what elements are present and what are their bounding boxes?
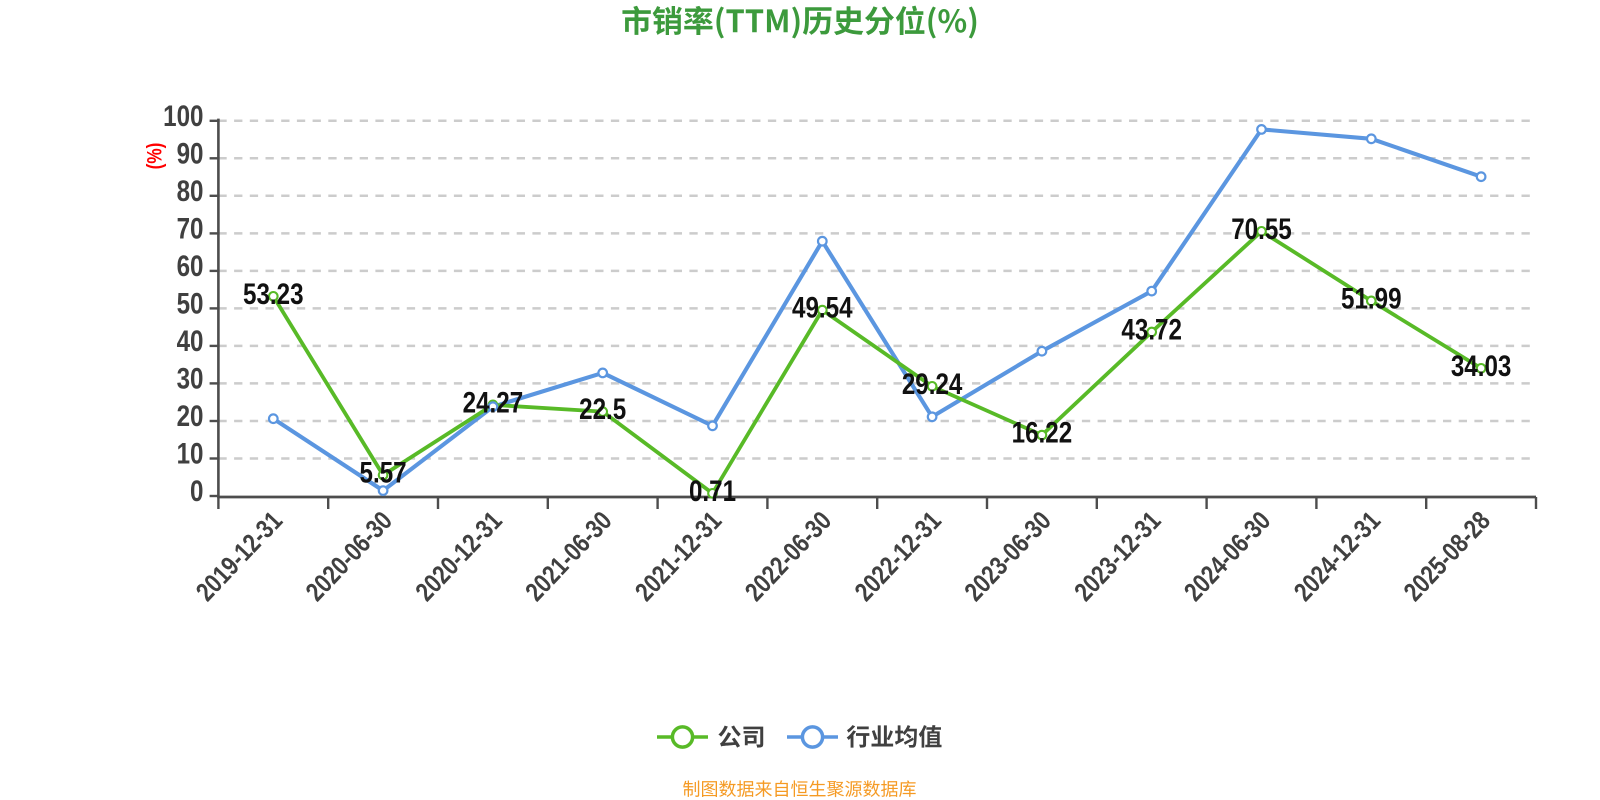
svg-text:2023-06-30: 2023-06-30 [959, 506, 1057, 607]
svg-text:24.27: 24.27 [463, 386, 524, 419]
svg-text:90: 90 [177, 137, 204, 170]
svg-text:0.71: 0.71 [689, 475, 736, 508]
svg-text:(%): (%) [144, 143, 167, 170]
svg-text:0: 0 [190, 475, 203, 508]
svg-text:10: 10 [177, 437, 204, 470]
svg-text:29.24: 29.24 [902, 368, 963, 401]
svg-text:34.03: 34.03 [1451, 350, 1512, 383]
svg-text:20: 20 [177, 400, 204, 433]
svg-text:2024-12-31: 2024-12-31 [1289, 506, 1387, 607]
svg-text:2023-12-31: 2023-12-31 [1069, 506, 1167, 607]
svg-text:40: 40 [177, 325, 204, 358]
svg-text:2020-12-31: 2020-12-31 [410, 506, 508, 607]
svg-text:2021-12-31: 2021-12-31 [630, 506, 728, 607]
svg-text:2020-06-30: 2020-06-30 [300, 506, 398, 607]
svg-text:2024-06-30: 2024-06-30 [1179, 506, 1277, 607]
svg-text:51.99: 51.99 [1341, 282, 1402, 315]
svg-text:49.54: 49.54 [792, 291, 853, 324]
svg-text:70: 70 [177, 212, 204, 245]
svg-text:2022-12-31: 2022-12-31 [849, 506, 947, 607]
svg-text:60: 60 [177, 250, 204, 283]
svg-text:2021-06-30: 2021-06-30 [520, 506, 618, 607]
svg-text:53.23: 53.23 [243, 278, 304, 311]
svg-text:5.57: 5.57 [360, 456, 407, 489]
svg-text:30: 30 [177, 362, 204, 395]
svg-text:100: 100 [163, 100, 203, 133]
svg-text:43.72: 43.72 [1121, 313, 1182, 346]
svg-text:80: 80 [177, 175, 204, 208]
svg-text:50: 50 [177, 287, 204, 320]
svg-text:70.55: 70.55 [1231, 213, 1292, 246]
svg-text:2019-12-31: 2019-12-31 [191, 506, 289, 607]
svg-text:2022-06-30: 2022-06-30 [740, 506, 838, 607]
svg-text:16.22: 16.22 [1012, 416, 1073, 449]
svg-text:22.5: 22.5 [579, 393, 626, 426]
svg-text:2025-08-28: 2025-08-28 [1398, 506, 1496, 607]
